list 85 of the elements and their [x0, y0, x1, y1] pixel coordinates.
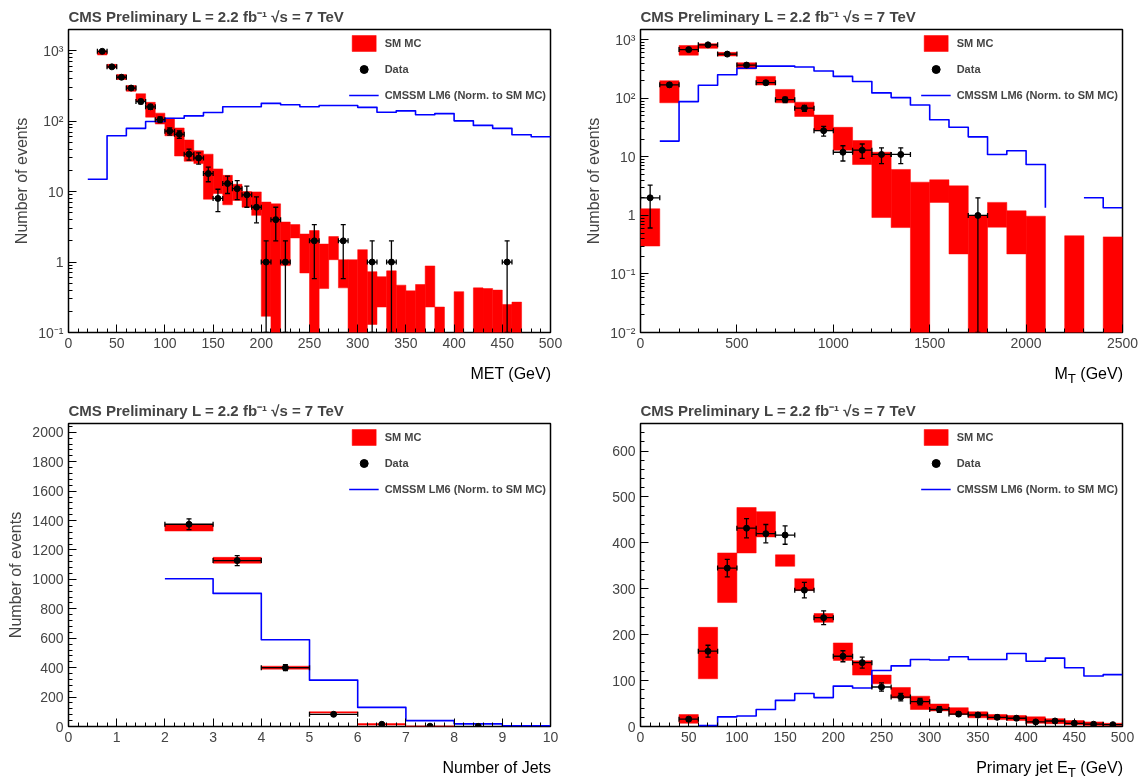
legend-label: SM MC [956, 431, 994, 443]
y-tick-label: 400 [40, 659, 64, 676]
legend-label: Data [956, 63, 981, 75]
y-tick-label: 10 [619, 148, 636, 165]
x-tick-label: 200 [249, 334, 274, 351]
y-tick-label: 500 [612, 488, 636, 505]
x-tick-label: 8 [450, 728, 459, 745]
y-tick-label: 1400 [32, 512, 64, 529]
x-tick-label: 200 [821, 728, 846, 745]
legend-label: SM MC [956, 37, 994, 49]
y-tick-label: 1800 [32, 453, 64, 470]
legend-label: Data [956, 457, 981, 469]
x-tick-label: 450 [490, 334, 515, 351]
y-tick-label: 1600 [32, 483, 64, 500]
legend-label: CMSSM LM6 (Norm. to SM MC) [384, 483, 546, 495]
y-tick-label: 1 [55, 254, 64, 271]
x-tick-label: 350 [394, 334, 418, 351]
x-tick-label: 6 [353, 728, 362, 745]
x-tick-label: 50 [108, 334, 125, 351]
x-tick-label: 4 [257, 728, 266, 745]
x-tick-label: 400 [1014, 728, 1038, 745]
y-tick-label: 200 [612, 626, 636, 643]
y-tick-label: 10³ [615, 31, 636, 48]
y-axis-title: Number of events [13, 117, 31, 245]
y-tick-label: 10³ [43, 42, 64, 59]
chart-title: CMS Preliminary L = 2.2 fb⁻¹ √s = 7 TeV [640, 7, 916, 25]
x-tick-label: 100 [153, 334, 177, 351]
chart-title: CMS Preliminary L = 2.2 fb⁻¹ √s = 7 TeV [640, 401, 916, 419]
y-tick-label: 10⁻² [610, 324, 636, 341]
x-tick-label: 2 [161, 728, 170, 745]
y-tick-label: 10² [43, 113, 64, 130]
x-tick-label: 250 [869, 728, 894, 745]
x-tick-label: 3 [209, 728, 218, 745]
x-tick-label: 1 [112, 728, 121, 745]
x-tick-label: 10 [542, 728, 559, 745]
y-tick-label: 10² [615, 90, 636, 107]
x-tick-label: 150 [201, 334, 225, 351]
legend-label: Data [384, 457, 409, 469]
legend-label: SM MC [384, 431, 422, 443]
x-tick-label: 50 [680, 728, 697, 745]
x-axis-title: M$_{T}$ (GeV) [1054, 365, 1123, 389]
chart-title: CMS Preliminary L = 2.2 fb⁻¹ √s = 7 TeV [68, 401, 344, 419]
y-tick-label: 800 [40, 600, 64, 617]
x-tick-label: 1000 [817, 334, 850, 351]
y-tick-label: 400 [612, 534, 636, 551]
y-tick-label: 10⁻¹ [610, 265, 636, 282]
x-tick-label: 300 [346, 334, 370, 351]
y-tick-label: 600 [612, 443, 636, 460]
x-tick-label: 350 [966, 728, 990, 745]
y-axis-title: Number of events [7, 511, 25, 639]
y-tick-label: 600 [40, 630, 64, 647]
legend-label: SM MC [384, 37, 422, 49]
x-tick-label: 9 [498, 728, 507, 745]
x-tick-label: 500 [538, 334, 563, 351]
x-tick-label: 500 [1110, 728, 1135, 745]
x-tick-label: 5 [305, 728, 314, 745]
x-tick-label: 7 [402, 728, 411, 745]
y-tick-label: 100 [612, 672, 636, 689]
x-tick-label: 2500 [1106, 334, 1139, 351]
x-tick-label: 300 [918, 728, 942, 745]
x-tick-label: 500 [725, 334, 749, 351]
x-axis-title: Primary jet E$_{T}$ (GeV) [976, 759, 1123, 783]
x-tick-label: 2000 [1010, 334, 1042, 351]
x-tick-label: 1500 [914, 334, 946, 351]
x-axis-title: MET (GeV) [470, 365, 551, 383]
y-axis-title: Number of events [585, 117, 603, 245]
y-tick-label: 1 [627, 207, 636, 224]
legend-label: Data [384, 63, 409, 75]
x-axis-title: Number of Jets [442, 759, 551, 777]
y-tick-label: 1000 [32, 571, 64, 588]
chart-title: CMS Preliminary L = 2.2 fb⁻¹ √s = 7 TeV [68, 7, 344, 25]
x-tick-label: 250 [297, 334, 322, 351]
y-tick-label: 1200 [32, 542, 64, 558]
y-tick-label: 10 [47, 183, 64, 200]
legend-label: CMSSM LM6 (Norm. to SM MC) [384, 89, 546, 101]
legend-label: CMSSM LM6 (Norm. to SM MC) [956, 89, 1118, 101]
legend-label: CMSSM LM6 (Norm. to SM MC) [956, 483, 1118, 495]
y-tick-label: 300 [612, 580, 636, 597]
x-tick-label: 400 [442, 334, 466, 351]
x-tick-label: 150 [773, 728, 797, 745]
y-tick-label: 200 [40, 689, 64, 706]
x-tick-label: 450 [1062, 728, 1087, 745]
y-tick-label: 10⁻¹ [38, 324, 64, 341]
x-tick-label: 100 [725, 728, 749, 745]
y-tick-label: 2000 [32, 424, 64, 441]
